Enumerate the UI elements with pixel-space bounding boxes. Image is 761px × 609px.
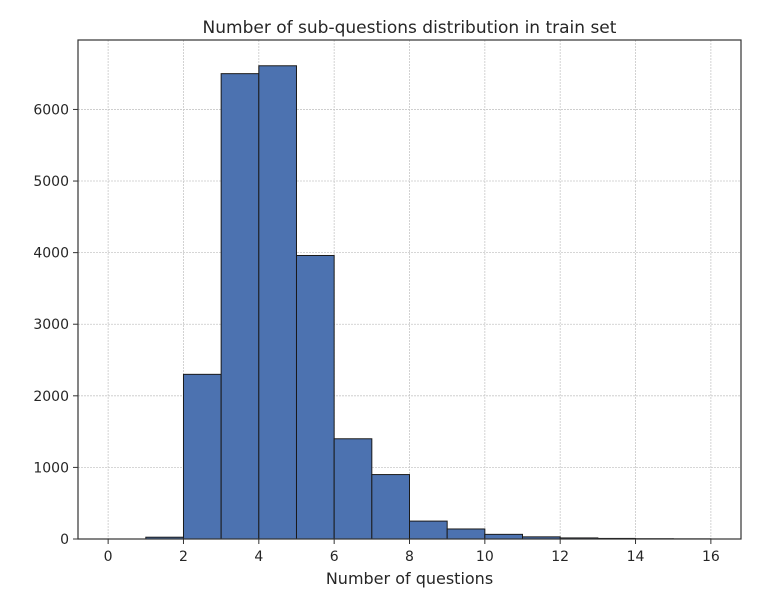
grid-layer [78,40,741,540]
histogram-bar [371,474,411,540]
bars-layer [145,65,712,540]
histogram-bar [333,438,373,540]
histogram-bar [295,254,335,540]
histogram-bar [258,65,297,540]
y-tick-label: 2000 [33,389,69,405]
x-tick-label: 16 [702,549,720,565]
x-tick-label: 0 [104,549,113,565]
y-tick-label: 3000 [33,317,69,333]
x-tick-label: 12 [551,549,569,565]
histogram-bar [220,73,260,540]
y-tick-label: 0 [60,532,69,548]
x-axis-label: Number of questions [326,569,493,588]
y-tick-label: 5000 [33,174,69,190]
y-tick-label: 4000 [33,246,69,262]
x-tick-label: 6 [330,549,339,565]
chart-title: Number of sub-questions distribution in … [203,18,617,38]
x-tick-label: 10 [476,549,494,565]
histogram-bar [182,373,222,540]
histogram-bar [446,528,486,540]
x-tick-label: 4 [254,549,263,565]
y-tick-label: 6000 [33,102,69,118]
x-tick-label: 2 [179,549,188,565]
y-tick-label: 1000 [33,460,69,476]
x-tick-label: 14 [627,549,645,565]
ticks-layer: 0 2 4 6 8 10 12 14 16 0 1000 2000 3000 4000 5000 6000 [33,102,719,565]
histogram-bar [409,520,448,540]
histogram-bar [484,533,524,540]
x-tick-label: 8 [405,549,414,565]
